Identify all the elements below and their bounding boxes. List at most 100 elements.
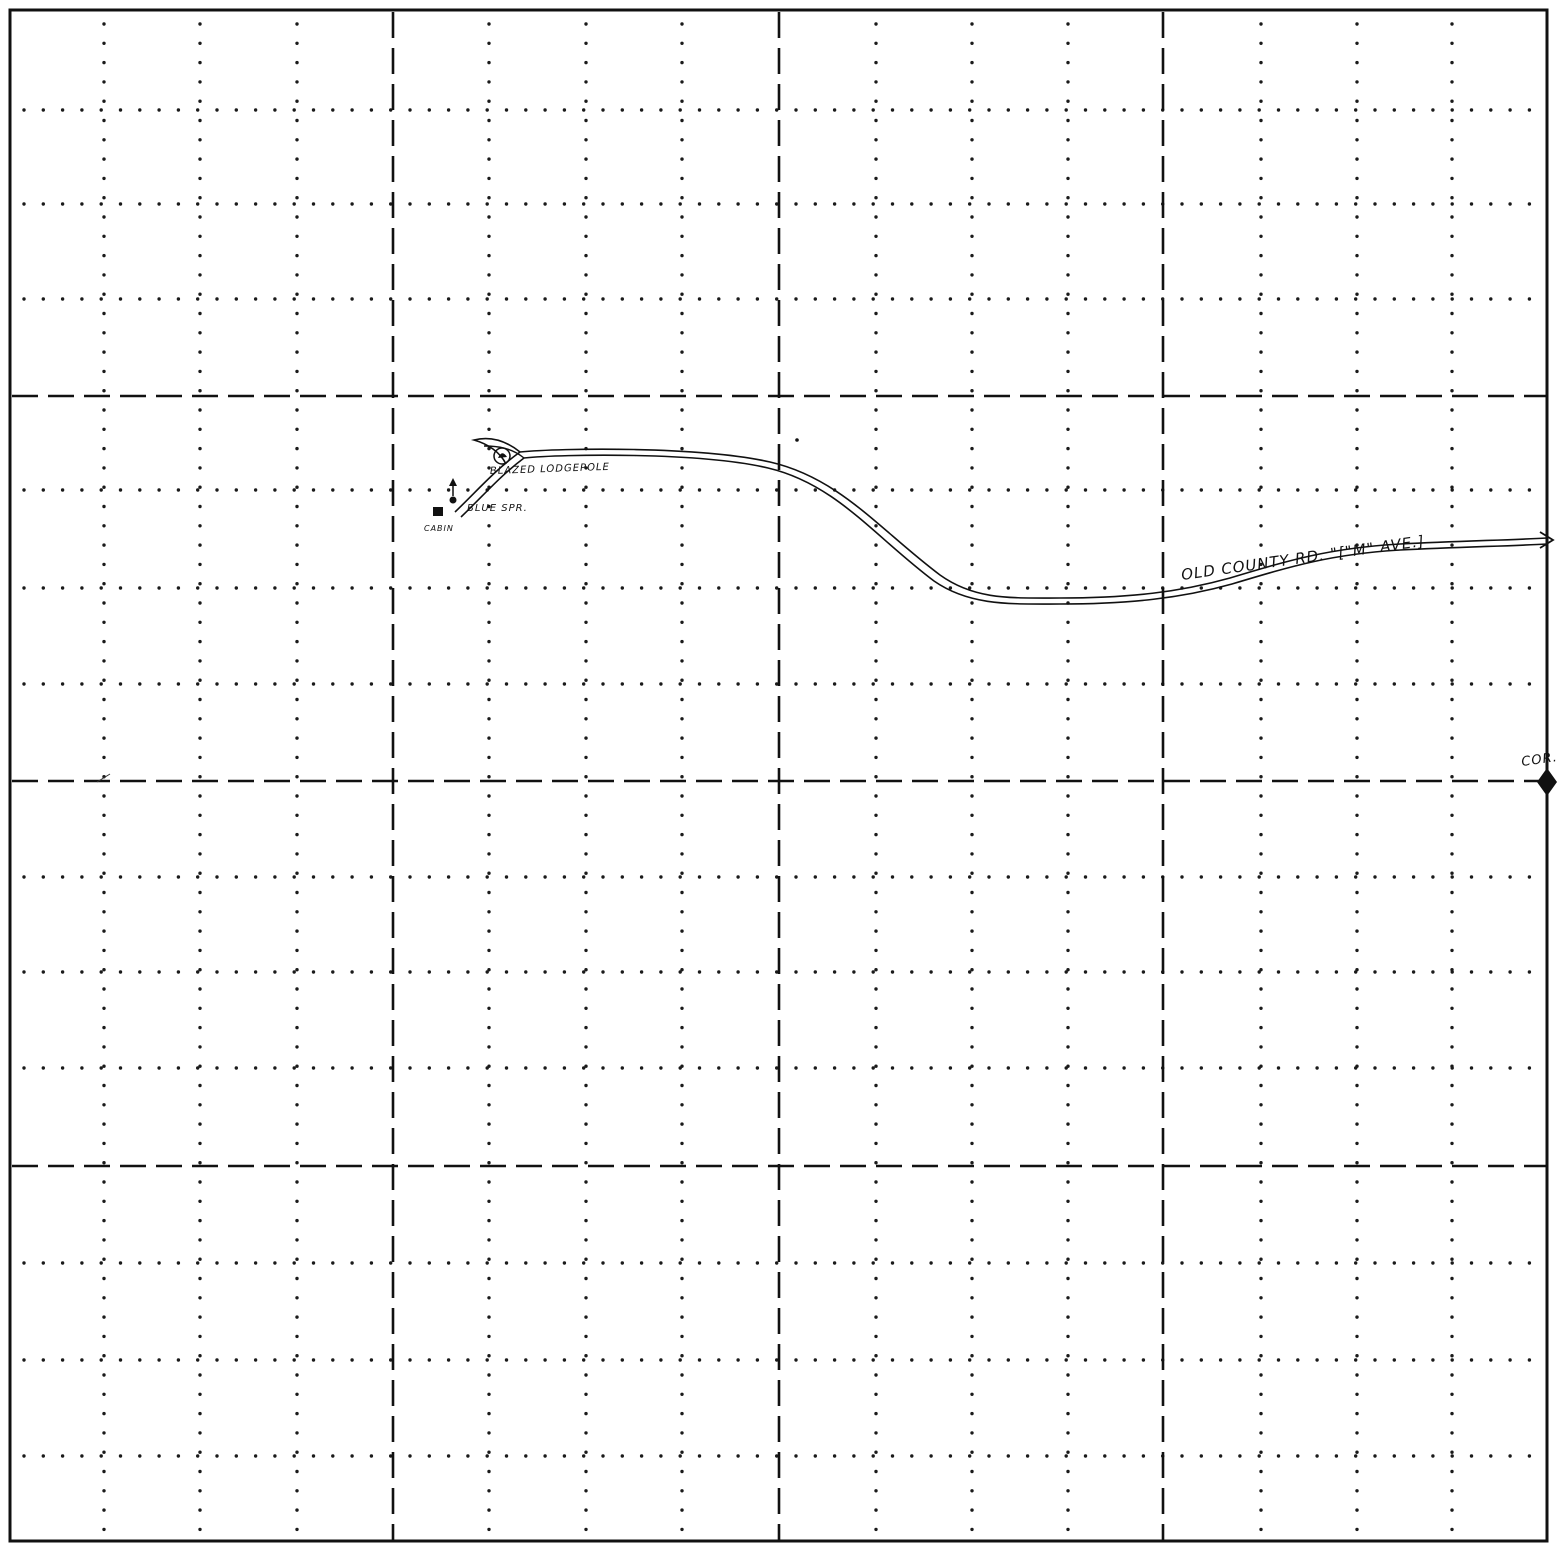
grid-dot <box>1315 1454 1319 1458</box>
grid-dot <box>1276 682 1281 686</box>
grid-dot <box>234 108 238 112</box>
grid-dot <box>852 488 856 492</box>
grid-dot <box>102 832 106 837</box>
grid-dot <box>736 682 740 686</box>
grid-dot <box>697 297 702 301</box>
grid-dot <box>1064 1358 1068 1362</box>
grid-dot <box>102 350 106 354</box>
grid-dot <box>1355 832 1359 837</box>
grid-dot <box>852 1066 856 1070</box>
grid-dot <box>1276 1066 1281 1070</box>
grid-dot <box>1354 682 1358 686</box>
grid-dot <box>543 1454 547 1458</box>
stray-tick <box>96 773 111 783</box>
grid-dot <box>1469 1358 1474 1362</box>
grid-dot <box>487 1508 491 1512</box>
grid-dot <box>987 1358 991 1362</box>
grid-dot <box>1355 524 1359 528</box>
grid-dot <box>1064 875 1068 879</box>
grid-dot <box>524 1066 528 1070</box>
grid-dot <box>1355 929 1359 933</box>
grid-dot <box>874 1469 878 1474</box>
grid-dot <box>198 929 202 933</box>
grid-dot <box>987 586 991 590</box>
grid-dot <box>1276 970 1281 974</box>
grid-dot <box>680 794 684 798</box>
grid-dot <box>1218 1454 1223 1458</box>
grid-dot <box>1066 1392 1070 1397</box>
grid-dot <box>775 1261 779 1265</box>
grid-dot <box>466 1066 470 1070</box>
grid-dot <box>582 1261 586 1265</box>
grid-dot <box>1066 890 1070 895</box>
grid-dot <box>929 586 933 590</box>
grid-dot <box>970 1296 974 1300</box>
grid-dot <box>102 1257 106 1261</box>
grid-dot <box>253 1358 258 1362</box>
grid-dot <box>1411 488 1416 492</box>
grid-dot <box>1259 485 1263 489</box>
grid-dot <box>948 297 953 301</box>
grid-dot <box>1199 586 1204 590</box>
grid-dot <box>890 875 895 879</box>
grid-dot <box>680 678 684 682</box>
grid-dot <box>1276 875 1281 879</box>
grid-dot <box>678 202 682 206</box>
grid-dot <box>41 970 45 974</box>
grid-dot <box>234 1066 238 1070</box>
grid-dot <box>1045 297 1049 301</box>
grid-dot <box>970 1122 974 1126</box>
grid-dot <box>1103 1454 1107 1458</box>
grid-dot <box>389 202 393 206</box>
grid-dot <box>948 1358 953 1362</box>
grid-dot <box>350 875 354 879</box>
grid-dot <box>22 1261 26 1265</box>
grid-dot <box>1045 1454 1049 1458</box>
grid-dot <box>1066 176 1070 181</box>
grid-dot <box>717 297 721 301</box>
grid-dot <box>1450 1045 1454 1049</box>
grid-dot <box>582 1358 586 1362</box>
grid-dot <box>562 1454 567 1458</box>
grid-dot <box>1450 99 1454 103</box>
grid-dot <box>874 1354 878 1358</box>
grid-dot <box>970 543 974 547</box>
grid-dot <box>198 369 202 374</box>
grid-dot <box>948 1066 953 1070</box>
grid-dot <box>369 682 374 686</box>
grid-dot <box>970 234 974 238</box>
grid-dot <box>196 488 200 492</box>
grid-dot <box>427 1066 431 1070</box>
grid-dot <box>198 1083 202 1088</box>
grid-dot <box>102 1161 106 1165</box>
grid-dot <box>1296 297 1300 301</box>
grid-dot <box>1257 682 1261 686</box>
grid-dot <box>582 586 586 590</box>
grid-dot <box>273 108 277 112</box>
grid-dot <box>871 970 875 974</box>
grid-dot <box>138 108 142 112</box>
grid-dot <box>487 1373 491 1377</box>
grid-dot <box>678 1454 682 1458</box>
grid-dot <box>215 586 219 590</box>
grid-dot <box>874 659 878 663</box>
grid-dot <box>1066 582 1070 586</box>
grid-dot <box>80 488 84 492</box>
grid-dot <box>1355 1083 1359 1088</box>
grid-dot <box>198 118 202 123</box>
grid-dot <box>466 488 470 492</box>
grid-dot <box>584 1161 588 1165</box>
grid-dot <box>678 488 682 492</box>
grid-dot <box>584 736 588 740</box>
grid-dot <box>198 41 202 45</box>
grid-dot <box>584 504 588 509</box>
grid-dot <box>1355 138 1359 142</box>
grid-dot <box>487 968 491 972</box>
grid-dot <box>1066 350 1070 354</box>
grid-dot <box>1355 1296 1359 1300</box>
grid-dot <box>874 697 878 702</box>
grid-dot <box>1355 1469 1359 1474</box>
grid-dot <box>680 562 684 567</box>
grid-dot <box>755 202 760 206</box>
grid-dot <box>331 1261 335 1265</box>
